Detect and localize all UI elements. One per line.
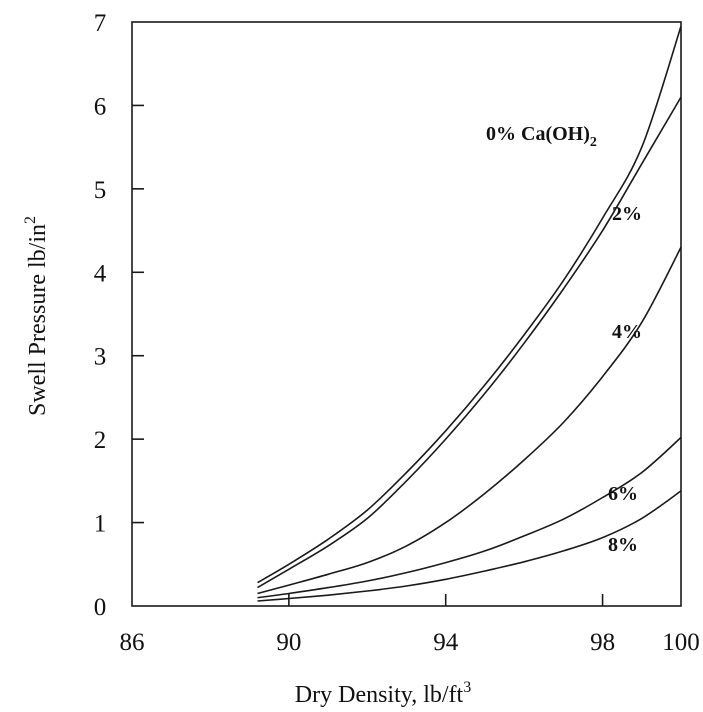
y-tick-label: 3 bbox=[94, 344, 107, 371]
x-axis-ticks: 86 90 94 98 100 bbox=[120, 594, 700, 656]
series-label: 0% Ca(OH)2 bbox=[486, 123, 597, 150]
x-axis-label: Dry Density, lb/ft3 bbox=[295, 679, 471, 708]
y-tick-label: 6 bbox=[94, 93, 107, 120]
series-labels: 0% Ca(OH)2 2% 4% 6% 8% bbox=[486, 123, 642, 556]
x-tick-label: 100 bbox=[662, 629, 700, 656]
series-line bbox=[257, 246, 682, 595]
y-tick-label: 7 bbox=[94, 10, 107, 37]
series-label: 6% bbox=[608, 483, 638, 505]
x-tick-label: 94 bbox=[433, 629, 459, 656]
series-lines bbox=[257, 25, 682, 602]
plot-frame bbox=[131, 21, 682, 607]
y-axis-ticks: 0 1 2 3 4 5 6 7 bbox=[94, 10, 144, 621]
x-tick-label: 90 bbox=[276, 629, 301, 656]
series-label: 8% bbox=[608, 534, 638, 556]
series-line bbox=[257, 96, 682, 589]
x-tick-label: 98 bbox=[590, 629, 615, 656]
x-tick-label: 86 bbox=[120, 629, 145, 656]
y-axis-label: Swell Pressure lb/in2 bbox=[22, 216, 51, 416]
series-label: 4% bbox=[612, 321, 642, 343]
y-tick-label: 5 bbox=[94, 177, 107, 204]
series-line bbox=[257, 436, 682, 599]
y-tick-label: 1 bbox=[94, 511, 107, 538]
series-label: 2% bbox=[612, 203, 642, 225]
series-line bbox=[257, 490, 682, 602]
series-line bbox=[257, 25, 682, 584]
y-tick-label: 2 bbox=[94, 427, 107, 454]
y-tick-label: 4 bbox=[94, 260, 107, 287]
y-tick-label: 0 bbox=[94, 594, 107, 621]
